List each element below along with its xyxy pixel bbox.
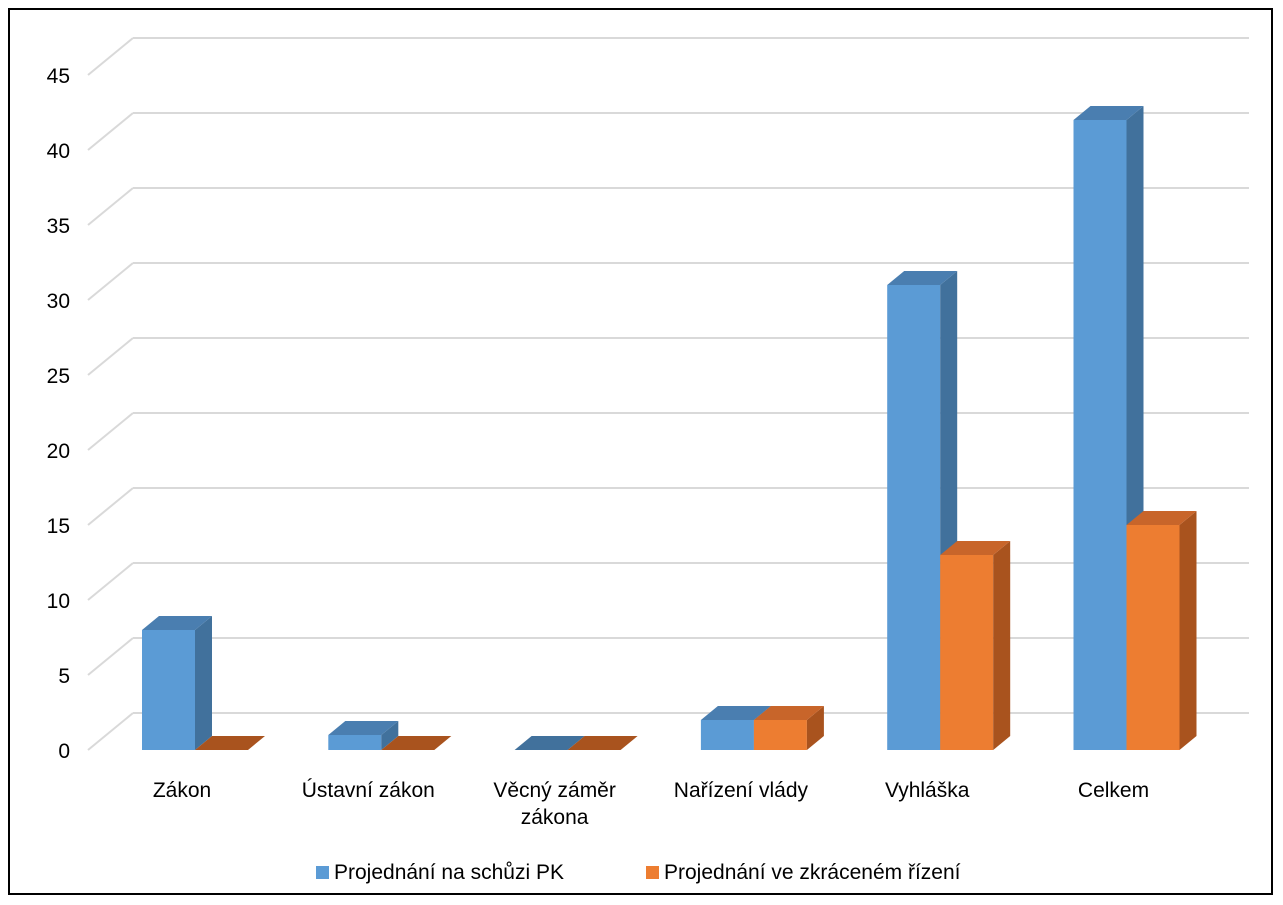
bar-top	[1126, 511, 1197, 525]
bar-top	[887, 271, 958, 285]
gridline-depth	[87, 412, 134, 451]
bar-side	[381, 721, 399, 750]
bar-front	[142, 630, 195, 750]
gridline-depth	[87, 562, 134, 601]
bar	[1126, 511, 1197, 750]
bar-front	[887, 285, 941, 750]
gridline-depth	[87, 112, 134, 151]
gridline-depth	[87, 487, 134, 526]
bar	[514, 736, 585, 750]
bar	[940, 541, 1011, 750]
bar	[567, 736, 638, 750]
y-tick-label: 20	[47, 440, 70, 463]
bar-top	[381, 736, 452, 750]
legend-label-series-2: Projednání ve zkráceném řízení	[664, 861, 961, 884]
legend-swatch-projednani-ve-zkracenem-rizeni	[646, 866, 659, 879]
bar-front	[1073, 120, 1127, 750]
x-axis-categories: Zákon Ústavní zákon Věcný záměr zákona Naříz…	[153, 779, 1149, 829]
x-category-label: Vyhláška	[885, 779, 970, 802]
bar-top	[514, 736, 585, 750]
legend-swatch-projednani-na-schuzi-pk	[316, 866, 329, 879]
bar-top	[195, 736, 265, 750]
x-category-label: Nařízení vlády	[674, 779, 809, 802]
bar-side	[993, 541, 1011, 750]
bar-front	[753, 720, 807, 750]
bar-front	[1126, 525, 1180, 750]
legend-label-series-1: Projednání na schůzi PK	[334, 861, 564, 884]
bar-top	[753, 706, 824, 720]
x-category-label: Zákon	[153, 779, 211, 802]
bar	[381, 736, 452, 750]
gridline-depth	[87, 637, 134, 676]
gridline-depth	[87, 262, 134, 301]
bar-side	[1179, 511, 1197, 750]
bar	[328, 721, 399, 750]
bar-side	[806, 706, 824, 750]
y-tick-label: 5	[58, 665, 70, 688]
y-axis-ticks: 0 5 10 15 20 25 30 35 40 45	[47, 65, 70, 763]
bar-side	[195, 616, 212, 750]
bar-front	[328, 735, 382, 750]
x-category-label: Věcný záměr	[493, 779, 616, 802]
gridline-depth	[87, 712, 134, 751]
bar-top	[700, 706, 771, 720]
gridline-depth	[87, 337, 134, 376]
bar-front	[940, 555, 994, 750]
bars-layer	[142, 106, 1197, 750]
bar-top	[940, 541, 1011, 555]
bar-top	[328, 721, 399, 735]
legend: Projednání na schůzi PK Projednání ve zk…	[316, 861, 961, 884]
gridline-depth	[87, 187, 134, 226]
bar	[753, 706, 824, 750]
bar	[195, 736, 265, 750]
bar-top	[142, 616, 212, 630]
y-tick-label: 40	[47, 140, 70, 163]
y-tick-label: 35	[47, 215, 70, 238]
grid-layer	[87, 37, 1249, 751]
gridline-depth	[87, 37, 134, 76]
bar-front	[700, 720, 754, 750]
x-category-label: Ústavní zákon	[302, 779, 435, 802]
y-tick-label: 0	[58, 740, 70, 763]
x-category-label: zákona	[521, 806, 589, 829]
bar-top	[1073, 106, 1144, 120]
bar-top	[567, 736, 638, 750]
y-tick-label: 30	[47, 290, 70, 313]
y-tick-label: 15	[47, 515, 70, 538]
y-tick-label: 10	[47, 590, 70, 613]
y-tick-label: 45	[47, 65, 70, 88]
bar	[142, 616, 212, 750]
y-tick-label: 25	[47, 365, 70, 388]
x-category-label: Celkem	[1078, 779, 1149, 802]
